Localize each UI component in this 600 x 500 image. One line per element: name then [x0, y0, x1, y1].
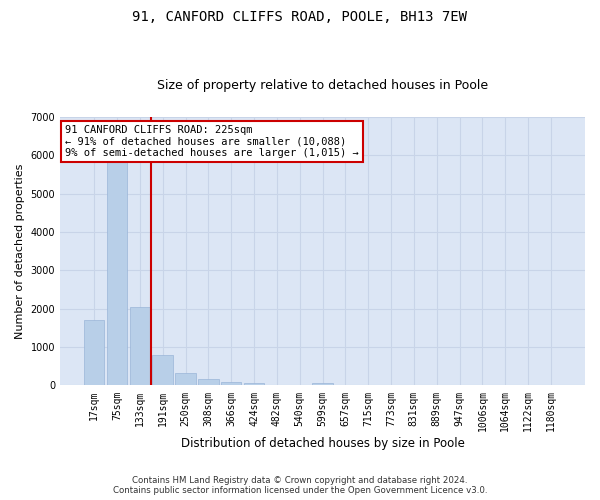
- Y-axis label: Number of detached properties: Number of detached properties: [15, 164, 25, 339]
- Text: 91 CANFORD CLIFFS ROAD: 225sqm
← 91% of detached houses are smaller (10,088)
9% : 91 CANFORD CLIFFS ROAD: 225sqm ← 91% of …: [65, 125, 359, 158]
- Bar: [84, 320, 104, 386]
- Bar: [152, 355, 173, 386]
- Text: 91, CANFORD CLIFFS ROAD, POOLE, BH13 7EW: 91, CANFORD CLIFFS ROAD, POOLE, BH13 7EW: [133, 10, 467, 24]
- Bar: [198, 379, 218, 386]
- Title: Size of property relative to detached houses in Poole: Size of property relative to detached ho…: [157, 79, 488, 92]
- Bar: [107, 159, 127, 386]
- Bar: [130, 307, 150, 386]
- Bar: [175, 373, 196, 386]
- Bar: [221, 382, 241, 386]
- Text: Contains HM Land Registry data © Crown copyright and database right 2024.
Contai: Contains HM Land Registry data © Crown c…: [113, 476, 487, 495]
- X-axis label: Distribution of detached houses by size in Poole: Distribution of detached houses by size …: [181, 437, 464, 450]
- Bar: [312, 383, 333, 386]
- Bar: [244, 383, 264, 386]
